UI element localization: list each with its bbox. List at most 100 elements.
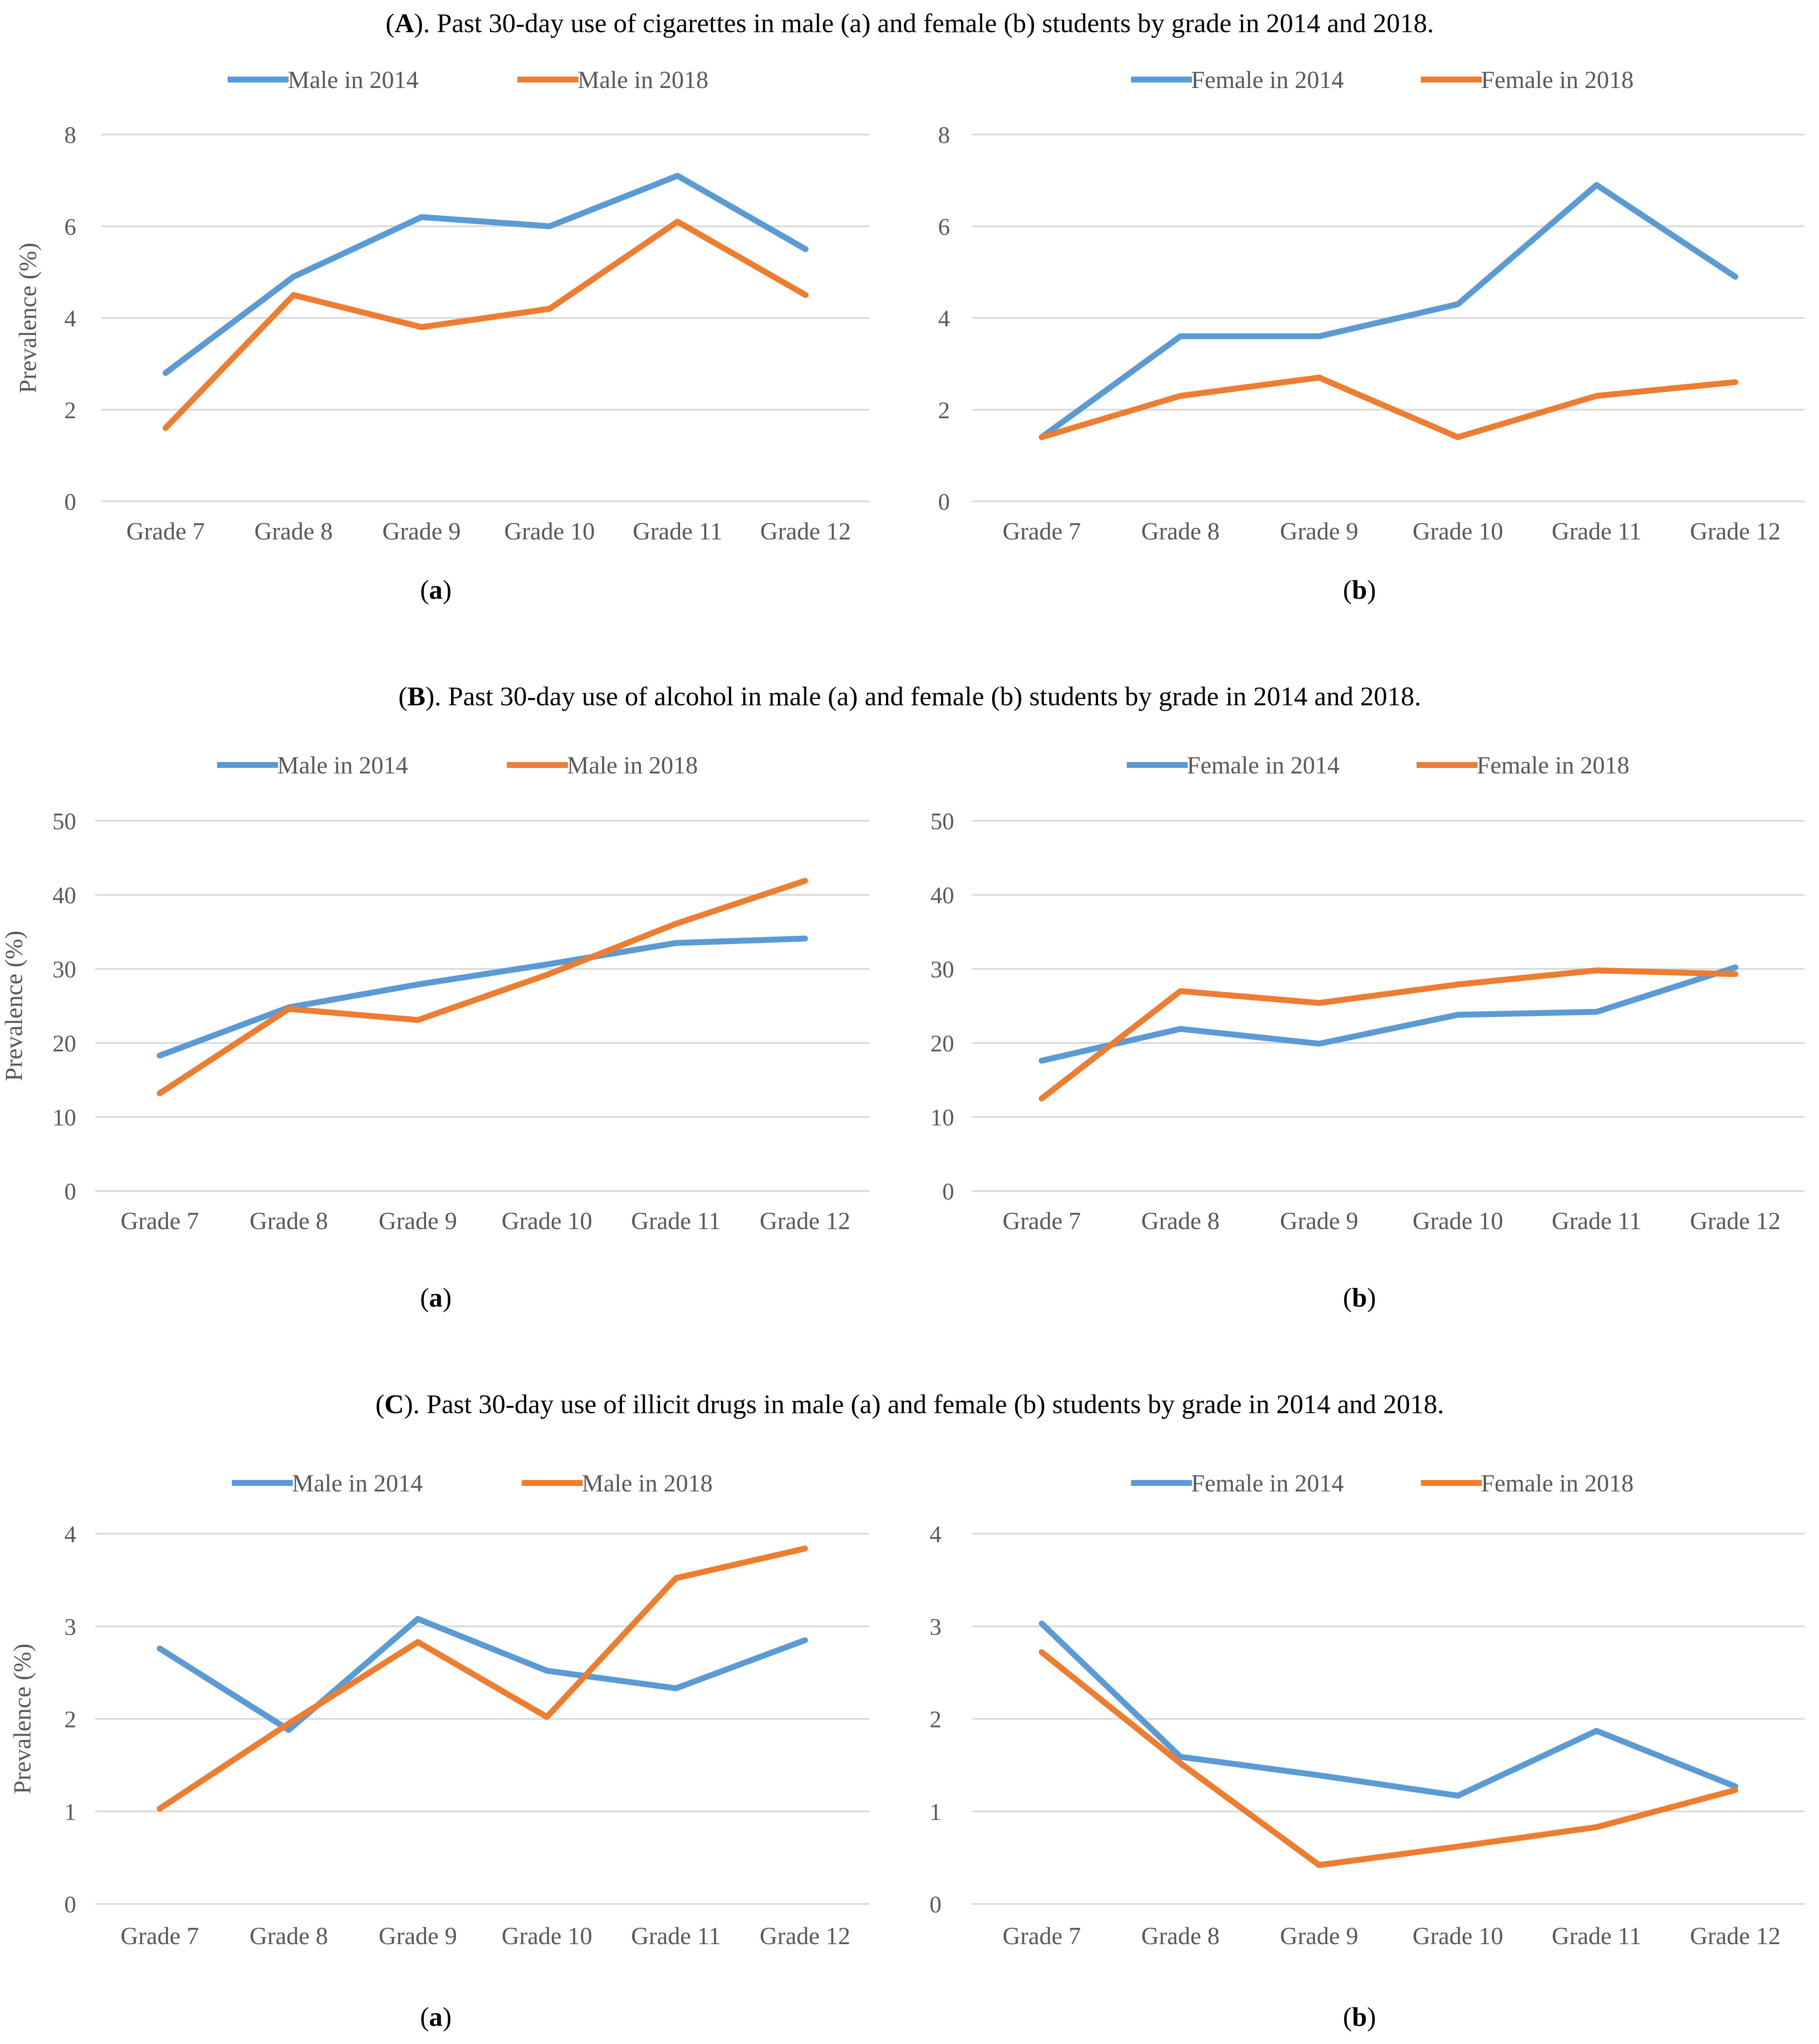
y-tick-label: 4 <box>938 306 950 332</box>
y-tick-label: 50 <box>52 809 76 835</box>
series-line <box>1038 964 1739 1064</box>
x-tick-label: Grade 12 <box>1690 517 1780 545</box>
y-axis-label: Prevalence (%) <box>8 1644 36 1794</box>
y-tick-label: 20 <box>52 1031 76 1057</box>
series-line <box>162 173 809 376</box>
series-line <box>157 1546 808 1812</box>
x-tick-label: Grade 8 <box>250 1922 328 1950</box>
x-tick-label: Grade 7 <box>121 1207 199 1235</box>
y-tick-label: 4 <box>930 1521 941 1548</box>
x-tick-label: Grade 8 <box>254 517 333 545</box>
section-title-text-c: ). Past 30-day use of illicit drugs in m… <box>404 1389 1444 1419</box>
x-tick-label: Grade 10 <box>501 1207 592 1235</box>
x-tick-label: Grade 10 <box>1412 1922 1503 1950</box>
section-title-b: (B). Past 30-day use of alcohol in male … <box>398 681 1421 711</box>
x-tick-label: Grade 7 <box>1002 1207 1081 1235</box>
y-tick-label: 40 <box>52 883 76 909</box>
subcaption-B-b: (b) <box>1343 1282 1376 1312</box>
x-tick-label: Grade 11 <box>1552 1922 1641 1950</box>
legend-label: Female in 2018 <box>1477 751 1629 779</box>
x-tick-label: Grade 9 <box>1280 1922 1358 1950</box>
series-line <box>1038 374 1739 440</box>
chart-cigarettes-female: 0 2 4 6 8 Grade 7 Grade 8 Grade 9 Grade 10 Grade … <box>938 66 1805 545</box>
x-tick-label: Grade 12 <box>1690 1207 1780 1235</box>
y-tick-label: 10 <box>930 1105 954 1131</box>
series-line <box>1038 967 1739 1102</box>
legend-label: Female in 2018 <box>1481 1469 1634 1497</box>
subcaption-A-b: (b) <box>1343 575 1376 605</box>
legend-label: Female in 2014 <box>1191 66 1344 94</box>
legend-label: Male in 2014 <box>292 1469 423 1497</box>
x-tick-label: Grade 12 <box>1690 1922 1780 1950</box>
x-tick-label: Grade 10 <box>1412 1207 1503 1235</box>
legend-label: Female in 2014 <box>1187 751 1340 779</box>
y-tick-label: 6 <box>938 214 950 240</box>
subcaption-B-a: (a) <box>420 1282 452 1312</box>
subcaption-C-b: (b) <box>1343 2002 1376 2032</box>
y-tick-label: 1 <box>930 1799 941 1825</box>
y-tick-label: 0 <box>64 1892 76 1918</box>
x-tick-label: Grade 10 <box>501 1922 592 1950</box>
chart-drugs-male: 0 1 2 3 4 Grade 7 Grade 8 Grade 9 Grade 10 Grade … <box>8 1469 870 1950</box>
x-tick-label: Grade 9 <box>1280 1207 1358 1235</box>
y-tick-label: 0 <box>942 1179 954 1205</box>
y-tick-label: 30 <box>930 957 954 983</box>
y-tick-label: 0 <box>938 489 950 515</box>
y-axis-label: Prevalence (%) <box>14 243 41 393</box>
series-line <box>157 1616 808 1733</box>
y-tick-label: 4 <box>64 1521 76 1548</box>
y-tick-label: 40 <box>930 883 954 909</box>
y-tick-label: 50 <box>930 809 954 835</box>
y-tick-label: 3 <box>930 1614 941 1640</box>
section-letter-b: B <box>407 681 426 711</box>
x-tick-label: Grade 8 <box>1141 1207 1219 1235</box>
chart-drugs-female: 0 1 2 3 4 Grade 7 Grade 8 Grade 9 Grade 10 Grade … <box>930 1469 1805 1950</box>
legend-label: Male in 2018 <box>578 66 708 94</box>
x-tick-label: Grade 8 <box>1141 1922 1219 1950</box>
legend-label: Male in 2018 <box>567 751 698 779</box>
x-tick-label: Grade 9 <box>383 517 461 545</box>
section-letter-c: C <box>385 1389 404 1419</box>
y-tick-label: 20 <box>930 1031 954 1057</box>
y-tick-label: 4 <box>64 306 76 332</box>
y-tick-label: 10 <box>52 1105 76 1131</box>
series-line <box>162 218 809 431</box>
x-tick-label: Grade 7 <box>1002 1922 1081 1950</box>
y-tick-label: 0 <box>64 1179 76 1205</box>
x-tick-label: Grade 9 <box>1280 517 1358 545</box>
chart-alcohol-male: 0 10 20 30 40 50 Grade 7 Grade 8 Grade 9 Grade 10… <box>0 751 870 1235</box>
y-tick-label: 2 <box>64 1707 76 1733</box>
subcaption-C-a: (a) <box>420 2002 452 2032</box>
y-tick-label: 30 <box>52 957 76 983</box>
x-tick-label: Grade 11 <box>1552 517 1641 545</box>
series-line <box>157 935 808 1059</box>
legend-label: Male in 2014 <box>277 751 408 779</box>
series-line <box>1038 1649 1739 1868</box>
x-tick-label: Grade 12 <box>760 1207 850 1235</box>
y-axis-label: Prevalence (%) <box>0 931 28 1081</box>
series-line <box>1038 182 1739 440</box>
section-title-a: (A). Past 30-day use of cigarettes in ma… <box>385 8 1434 38</box>
series-line <box>1038 1620 1739 1799</box>
y-tick-label: 0 <box>930 1892 941 1918</box>
x-tick-label: Grade 12 <box>760 1922 850 1950</box>
y-tick-label: 8 <box>938 122 950 149</box>
x-tick-label: Grade 10 <box>504 517 595 545</box>
y-tick-label: 6 <box>64 214 76 240</box>
y-tick-label: 1 <box>64 1799 76 1825</box>
section-letter-a: A <box>395 8 414 38</box>
chart-cigarettes-male: 0 2 4 6 8 Grade 7 Grade 8 Grade 9 Grade 10 Grade … <box>14 66 870 545</box>
x-tick-label: Grade 9 <box>379 1207 457 1235</box>
x-tick-label: Grade 8 <box>250 1207 328 1235</box>
x-tick-label: Grade 7 <box>121 1922 199 1950</box>
legend-label: Female in 2018 <box>1481 66 1634 94</box>
subcaption-A-a: (a) <box>420 575 452 605</box>
x-tick-label: Grade 7 <box>127 517 205 545</box>
y-tick-label: 3 <box>64 1614 76 1640</box>
x-tick-label: Grade 11 <box>633 517 722 545</box>
legend-label: Female in 2014 <box>1191 1469 1344 1497</box>
y-tick-label: 8 <box>64 122 76 149</box>
y-tick-label: 0 <box>64 489 76 515</box>
x-tick-label: Grade 8 <box>1141 517 1219 545</box>
